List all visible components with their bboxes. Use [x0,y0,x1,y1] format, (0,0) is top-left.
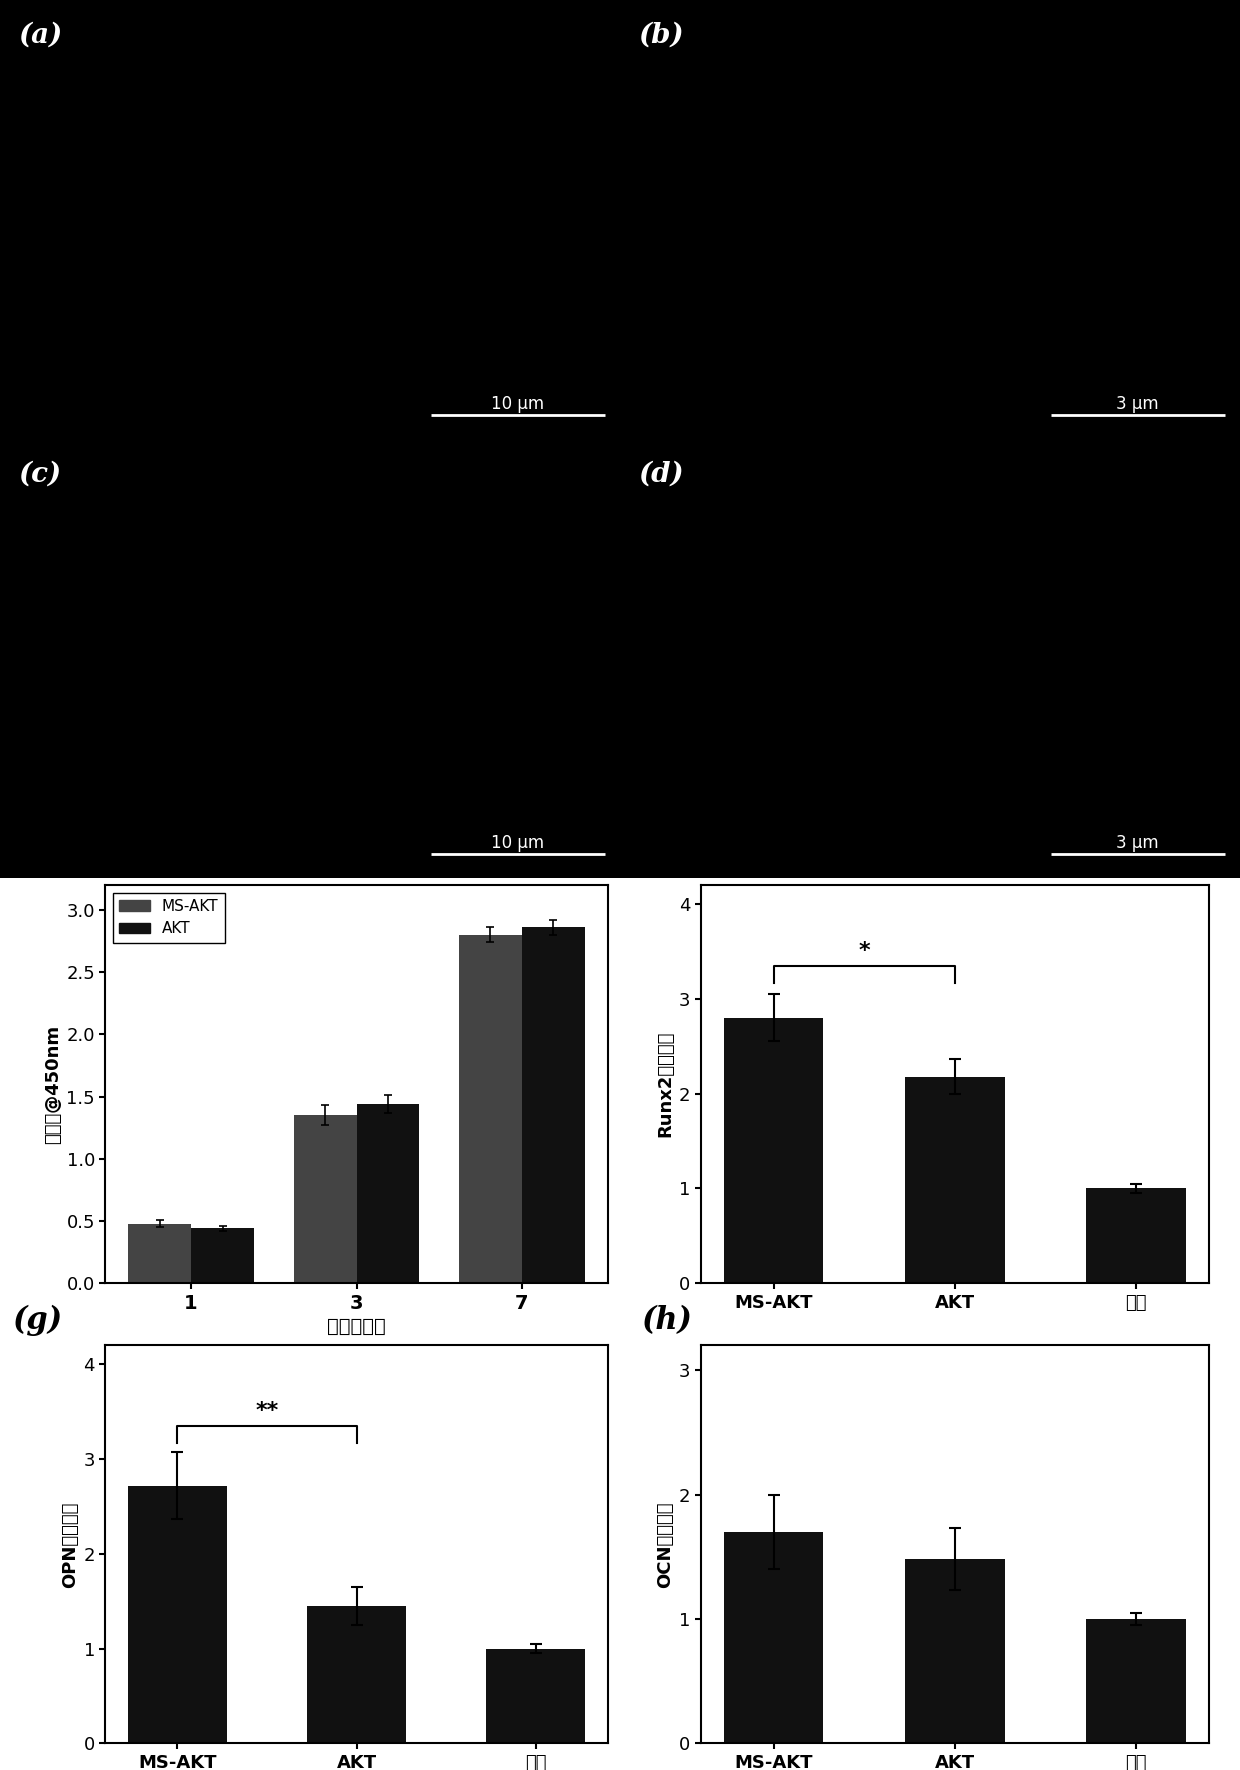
Y-axis label: OCN相对表达: OCN相对表达 [656,1501,675,1588]
Text: (f): (f) [641,844,683,876]
Y-axis label: OPN相对表达: OPN相对表达 [61,1501,79,1588]
Bar [459,935,522,1283]
Bar [905,1076,1004,1283]
Text: (b): (b) [639,21,684,50]
X-axis label: 时间（天）: 时间（天） [327,1317,386,1336]
Bar [357,1104,419,1283]
Bar [294,1115,357,1283]
Bar [1086,1188,1185,1283]
Bar [905,1559,1004,1743]
Text: **: ** [255,1402,279,1421]
Bar [724,1531,823,1743]
Bar [724,1018,823,1283]
Text: (c): (c) [19,460,62,489]
Bar [486,1648,585,1743]
Bar [191,1228,254,1283]
Legend: MS-AKT, AKT: MS-AKT, AKT [113,892,224,942]
Text: (d): (d) [639,460,684,489]
Bar [1086,1620,1185,1743]
Text: (a): (a) [19,21,63,50]
Text: (g): (g) [12,1304,62,1336]
Text: (e): (e) [12,844,61,876]
Text: 10 μm: 10 μm [491,834,544,851]
Y-axis label: Runx2相对表达: Runx2相对表达 [656,1030,675,1138]
Text: (h): (h) [641,1304,692,1336]
Bar [128,1223,191,1283]
Bar [308,1605,405,1743]
Text: *: * [858,942,870,961]
Text: 3 μm: 3 μm [1116,834,1159,851]
Y-axis label: 吸光率@450nm: 吸光率@450nm [45,1025,62,1143]
Text: 10 μm: 10 μm [491,395,544,412]
Bar [522,927,585,1283]
Text: 3 μm: 3 μm [1116,395,1159,412]
Bar [128,1485,227,1743]
